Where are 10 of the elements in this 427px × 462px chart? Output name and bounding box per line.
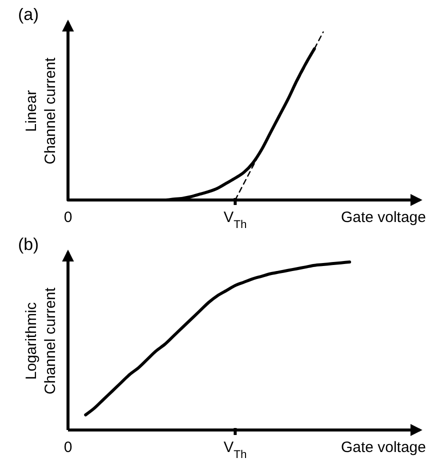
- chart-title: (a): [18, 5, 39, 24]
- x-tick-label: V$_{Th}$: [224, 439, 247, 461]
- x-axis-title: Gate voltage: [340, 209, 426, 226]
- y-axis-title: Linear Channel current: [23, 56, 59, 164]
- chart-title: (b): [18, 235, 39, 254]
- x-tick-label: 0: [64, 439, 72, 456]
- y-axis-title: Logarithmic Channel current: [23, 286, 59, 394]
- x-tick-label: 0: [64, 209, 72, 226]
- x-tick-label: V$_{Th}$: [224, 209, 247, 231]
- x-axis-title: Gate voltage: [340, 439, 426, 456]
